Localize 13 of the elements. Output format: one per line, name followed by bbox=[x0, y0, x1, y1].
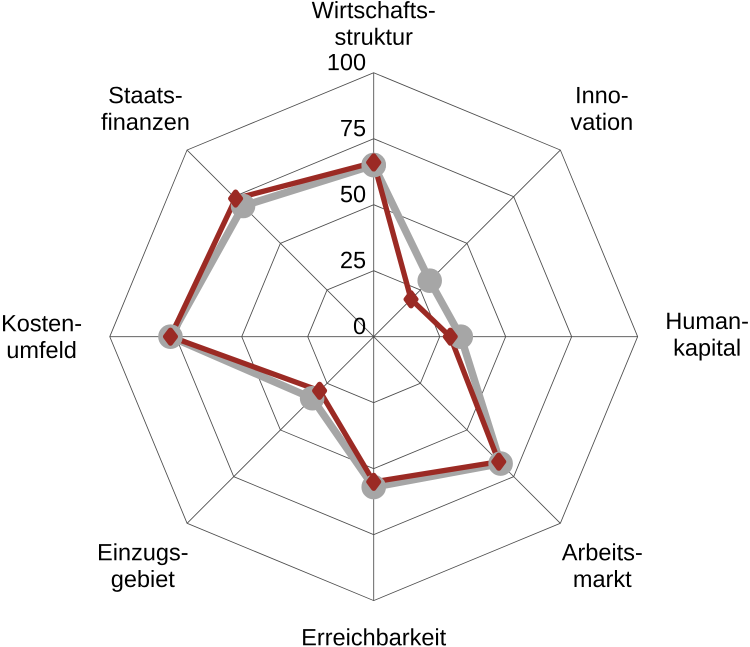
y-tick-label: 25 bbox=[341, 252, 366, 269]
spoke-label: Wirtschafts-struktur bbox=[312, 1, 435, 46]
spoke-label: Staats-finanzen bbox=[101, 86, 188, 130]
spoke-label: Human-kapital bbox=[667, 312, 748, 361]
spoke-label: Arbeits-markt bbox=[562, 543, 642, 588]
y-tick-label: 75 bbox=[341, 120, 366, 137]
spoke-label: Kosten-umfeld bbox=[3, 315, 82, 358]
spoke-label: Einzugs-gebiet bbox=[99, 543, 188, 592]
y-tick-label: 50 bbox=[340, 186, 366, 203]
spoke-label: Erreichbarkeit bbox=[303, 628, 446, 646]
y-tick-label: 100 bbox=[328, 54, 366, 71]
spoke-label: Inno-vation bbox=[570, 87, 632, 130]
y-tick-label: 0 bbox=[354, 318, 366, 334]
